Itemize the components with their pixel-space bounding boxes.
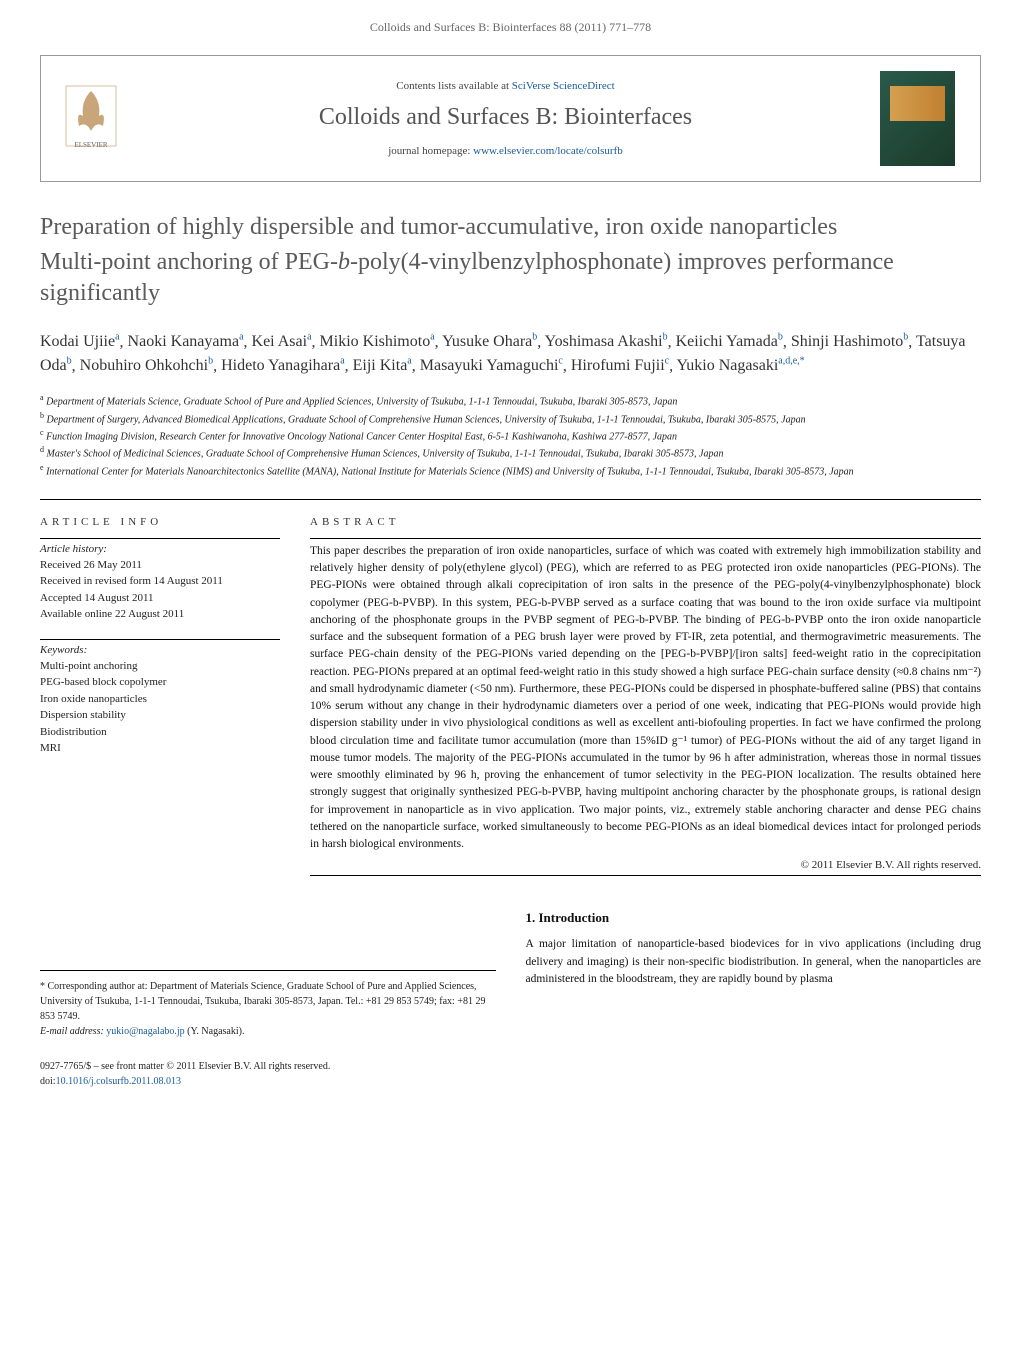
abstract-text: This paper describes the preparation of …	[310, 543, 981, 854]
history-item: Received in revised form 14 August 2011	[40, 573, 280, 590]
history-lines: Received 26 May 2011Received in revised …	[40, 557, 280, 623]
sciencedirect-link[interactable]: SciVerse ScienceDirect	[512, 80, 615, 92]
page-footer: 0927-7765/$ – see front matter © 2011 El…	[0, 1059, 1021, 1109]
keyword-item: Multi-point anchoring	[40, 658, 280, 675]
affiliation: d Master's School of Medicinal Sciences,…	[40, 444, 981, 461]
intro-text: A major limitation of nanoparticle-based…	[526, 936, 982, 988]
affiliation: b Department of Surgery, Advanced Biomed…	[40, 410, 981, 427]
keyword-item: PEG-based block copolymer	[40, 674, 280, 691]
running-head: Colloids and Surfaces B: Biointerfaces 8…	[0, 0, 1021, 45]
rule	[310, 875, 981, 876]
affiliation: a Department of Materials Science, Gradu…	[40, 392, 981, 409]
author: Nobuhiro Ohkohchib	[80, 357, 213, 374]
info-abstract-row: ARTICLE INFO Article history: Received 2…	[40, 499, 981, 881]
author: Kodai Ujiiea	[40, 333, 120, 350]
rule	[310, 538, 981, 539]
author: Yukio Nagasakia,d,e,*	[677, 357, 805, 374]
elsevier-tree-icon: ELSEVIER	[61, 81, 121, 151]
keywords-label: Keywords:	[40, 644, 280, 656]
affiliation: e International Center for Materials Nan…	[40, 462, 981, 479]
svg-text:ELSEVIER: ELSEVIER	[74, 141, 107, 149]
footnote-column: * Corresponding author at: Department of…	[40, 910, 496, 1039]
history-item: Accepted 14 August 2011	[40, 590, 280, 607]
affiliation: c Function Imaging Division, Research Ce…	[40, 427, 981, 444]
rule	[40, 538, 280, 539]
article-title: Preparation of highly dispersible and tu…	[40, 212, 981, 243]
author: Shinji Hashimotob	[791, 333, 908, 350]
elsevier-logo-wrap: ELSEVIER	[61, 81, 131, 156]
author: Naoki Kanayamaa	[128, 333, 244, 350]
abstract-heading: ABSTRACT	[310, 516, 981, 528]
keyword-item: Iron oxide nanoparticles	[40, 691, 280, 708]
keywords-lines: Multi-point anchoringPEG-based block cop…	[40, 658, 280, 757]
doi-line: doi:10.1016/j.colsurfb.2011.08.013	[40, 1074, 981, 1089]
keyword-item: Dispersion stability	[40, 707, 280, 724]
journal-cover-thumbnail	[880, 71, 955, 166]
contents-line: Contents lists available at SciVerse Sci…	[131, 80, 880, 92]
rule	[40, 639, 280, 640]
journal-header-box: ELSEVIER Contents lists available at Sci…	[40, 55, 981, 182]
journal-homepage-link[interactable]: www.elsevier.com/locate/colsurfb	[473, 145, 623, 157]
bottom-columns: * Corresponding author at: Department of…	[40, 910, 981, 1039]
citation-text: Colloids and Surfaces B: Biointerfaces 8…	[370, 20, 651, 34]
keyword-item: Biodistribution	[40, 724, 280, 741]
journal-name: Colloids and Surfaces B: Biointerfaces	[131, 104, 880, 131]
author: Yoshimasa Akashib	[545, 333, 668, 350]
author: Yusuke Oharab	[442, 333, 537, 350]
intro-heading: 1. Introduction	[526, 910, 982, 926]
history-item: Received 26 May 2011	[40, 557, 280, 574]
corresponding-text: * Corresponding author at: Department of…	[40, 979, 496, 1024]
article-subtitle: Multi-point anchoring of PEG-b-poly(4-vi…	[40, 247, 981, 309]
email-line: E-mail address: yukio@nagalabo.jp (Y. Na…	[40, 1024, 496, 1039]
history-label: Article history:	[40, 543, 280, 555]
journal-header-center: Contents lists available at SciVerse Sci…	[131, 80, 880, 157]
abstract-column: ABSTRACT This paper describes the prepar…	[310, 516, 981, 881]
author: Eiji Kitaa	[353, 357, 412, 374]
journal-cover-wrap	[880, 71, 960, 166]
author: Kei Asaia	[252, 333, 312, 350]
front-matter-line: 0927-7765/$ – see front matter © 2011 El…	[40, 1059, 981, 1074]
author: Masayuki Yamaguchic	[420, 357, 563, 374]
author-email-link[interactable]: yukio@nagalabo.jp	[106, 1026, 184, 1037]
author: Keiichi Yamadab	[676, 333, 783, 350]
author: Hideto Yanagiharaa	[221, 357, 345, 374]
article-info-heading: ARTICLE INFO	[40, 516, 280, 528]
history-item: Available online 22 August 2011	[40, 606, 280, 623]
author: Hirofumi Fujiic	[571, 357, 669, 374]
article-info-column: ARTICLE INFO Article history: Received 2…	[40, 516, 280, 881]
affiliation-list: a Department of Materials Science, Gradu…	[40, 392, 981, 479]
author-list: Kodai Ujiiea, Naoki Kanayamaa, Kei Asaia…	[40, 330, 981, 379]
doi-link[interactable]: 10.1016/j.colsurfb.2011.08.013	[56, 1076, 181, 1087]
homepage-line: journal homepage: www.elsevier.com/locat…	[131, 145, 880, 157]
abstract-copyright: © 2011 Elsevier B.V. All rights reserved…	[310, 859, 981, 871]
keyword-item: MRI	[40, 740, 280, 757]
corresponding-author-footnote: * Corresponding author at: Department of…	[40, 970, 496, 1039]
author: Mikio Kishimotoa	[320, 333, 435, 350]
intro-column: 1. Introduction A major limitation of na…	[526, 910, 982, 1039]
